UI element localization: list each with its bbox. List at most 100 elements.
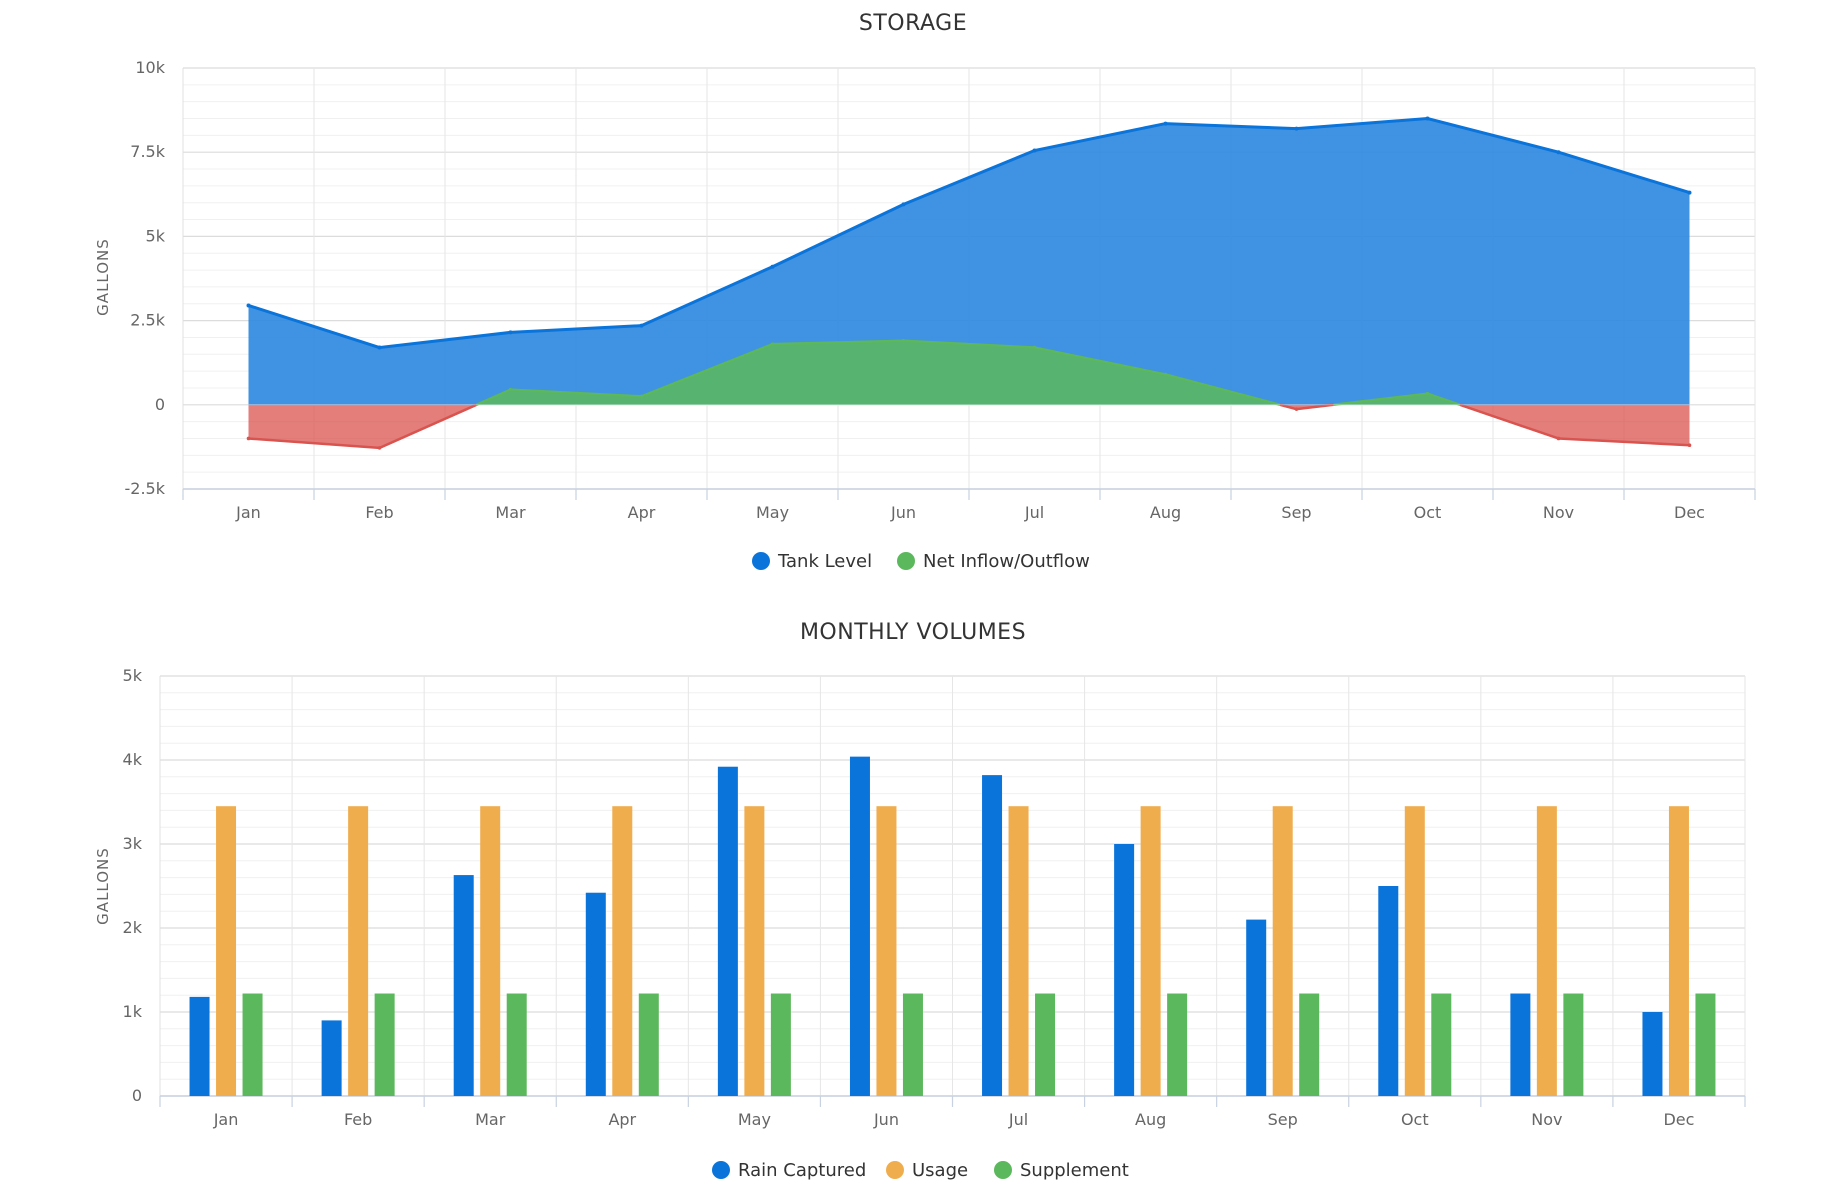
legend-marker [752, 552, 770, 570]
tank-level-point [639, 323, 644, 328]
tank-level-point [377, 345, 382, 350]
y-tick-label: 4k [123, 750, 143, 769]
tank-level-point [1687, 190, 1692, 195]
x-tick-label: Apr [608, 1110, 636, 1129]
tank-level-point [1294, 126, 1299, 131]
y-tick-label: 7.5k [130, 142, 165, 161]
net-outflow-line [1558, 437, 1690, 447]
net-inflow-area [641, 344, 773, 405]
bar-usage [1536, 806, 1557, 1096]
storage-y-axis-label: GALLONS [94, 238, 112, 316]
x-tick-label: Jun [890, 503, 916, 522]
x-tick-label: Sep [1281, 503, 1311, 522]
bar-rain-captured [1378, 886, 1399, 1096]
x-tick-label: Feb [344, 1110, 372, 1129]
x-tick-label: Jul [1024, 503, 1044, 522]
y-tick-label: 3k [123, 834, 143, 853]
bar-usage [480, 806, 501, 1096]
y-tick-label: 0 [132, 1086, 142, 1105]
storage-chart: STORAGE GALLONS -2.5k 0 2.5k 5k 7.5k 10k Jan Fe… [94, 11, 1756, 572]
y-tick-label: 0 [155, 395, 165, 414]
legend-label: Usage [912, 1160, 968, 1181]
legend-label: Tank Level [777, 551, 872, 572]
net-flow-point [770, 342, 775, 346]
legend-marker [994, 1161, 1012, 1179]
net-flow-point [377, 446, 382, 450]
bar-supplement [1695, 993, 1716, 1096]
legend-marker [712, 1161, 730, 1179]
x-tick-label: Mar [475, 1110, 506, 1129]
bar-usage [1668, 806, 1689, 1096]
net-inflow-area [903, 340, 1035, 405]
net-flow-point [1294, 407, 1299, 411]
tank-level-point [770, 264, 775, 269]
x-tick-label: Aug [1135, 1110, 1166, 1129]
x-tick-label: Sep [1268, 1110, 1298, 1129]
bar-supplement [1035, 993, 1056, 1096]
bar-supplement [1167, 993, 1188, 1096]
bar-usage [1404, 806, 1425, 1096]
x-tick-label: Jan [235, 503, 261, 522]
bar-supplement [1431, 993, 1452, 1096]
y-tick-label: 2k [123, 918, 143, 937]
tank-level-point [901, 202, 906, 207]
tank-level-area [248, 118, 1690, 405]
bar-rain-captured [321, 1020, 342, 1096]
legend-marker [897, 552, 915, 570]
bar-usage [1008, 806, 1029, 1096]
tank-level-point [1032, 148, 1037, 153]
bar-rain-captured [1510, 993, 1531, 1096]
net-inflow-line [903, 339, 1035, 349]
x-tick-label: Dec [1663, 1110, 1694, 1129]
bar-supplement [374, 993, 395, 1096]
x-tick-label: Aug [1150, 503, 1181, 522]
bar-usage [612, 806, 633, 1096]
x-tick-label: Feb [365, 503, 393, 522]
bar-usage [1272, 806, 1293, 1096]
net-inflow-line [1333, 392, 1428, 407]
net-outflow-line [1296, 403, 1334, 411]
bar-usage [216, 806, 237, 1096]
x-tick-label: Nov [1531, 1110, 1562, 1129]
x-tick-label: Jun [873, 1110, 899, 1129]
net-inflow-line [772, 339, 904, 346]
net-inflow-area [510, 389, 642, 405]
bar-rain-captured [1114, 844, 1135, 1096]
net-flow-point [1687, 443, 1692, 448]
bar-usage [1140, 806, 1161, 1096]
legend-label: Rain Captured [738, 1160, 866, 1181]
bar-supplement [1299, 993, 1320, 1096]
net-inflow-line [1427, 392, 1461, 406]
tank-level-point [1425, 116, 1430, 121]
tank-level-point [1163, 121, 1168, 126]
net-outflow-line [248, 437, 380, 450]
y-tick-label: 5k [146, 226, 166, 245]
net-flow-point [1425, 391, 1430, 396]
x-tick-label: May [756, 503, 789, 522]
net-outflow-line [378, 403, 477, 450]
net-flow-point [1163, 372, 1168, 377]
y-tick-label: 2.5k [130, 311, 165, 330]
x-tick-label: Mar [495, 503, 526, 522]
bar-usage [348, 806, 369, 1096]
bar-rain-captured [717, 766, 738, 1096]
x-tick-label: May [738, 1110, 771, 1129]
volumes-y-axis-label: GALLONS [94, 847, 112, 925]
x-tick-label: Jan [213, 1110, 239, 1129]
net-inflow-area [1034, 347, 1166, 405]
bar-supplement [770, 993, 791, 1096]
bar-rain-captured [1246, 919, 1267, 1096]
x-tick-label: Jul [1008, 1110, 1028, 1129]
tank-level-point [1556, 150, 1561, 155]
net-outflow-area [1558, 404, 1690, 446]
x-tick-label: Apr [628, 503, 656, 522]
bar-supplement [242, 993, 263, 1096]
net-flow-point [901, 339, 906, 343]
legend-label: Supplement [1020, 1160, 1129, 1181]
net-flow-point [508, 387, 513, 392]
bar-supplement [638, 993, 659, 1096]
net-inflow-line [475, 388, 512, 406]
x-tick-label: Oct [1401, 1110, 1429, 1129]
tank-level-point [246, 303, 251, 308]
